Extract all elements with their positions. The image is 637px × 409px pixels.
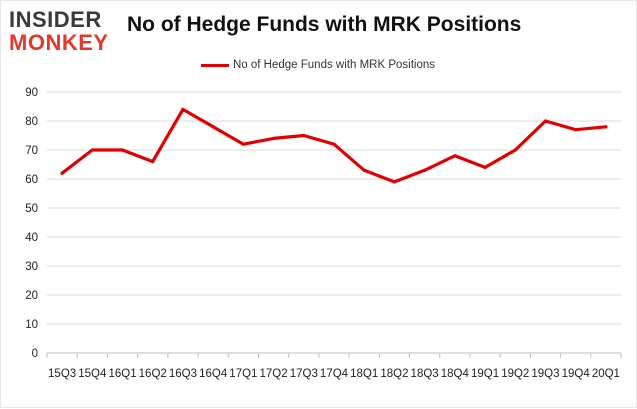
data-point: [271, 136, 276, 140]
x-tick-label: 16Q1: [108, 368, 136, 380]
x-tick-label: 16Q3: [169, 368, 197, 380]
data-point: [604, 125, 608, 129]
data-point: [483, 165, 487, 169]
y-tick-label: 0: [32, 348, 38, 360]
x-tick-label: 16Q2: [139, 368, 167, 380]
chart-title: No of Hedge Funds with MRK Positions: [127, 13, 522, 36]
data-point: [513, 148, 517, 152]
x-tick-label: 20Q1: [592, 368, 620, 380]
logo-text-top: INSIDER: [9, 7, 102, 32]
y-tick-label: 30: [25, 261, 38, 273]
x-tick-label: 17Q1: [229, 368, 257, 380]
legend-swatch: [201, 63, 229, 67]
x-tick-label: 18Q4: [441, 368, 470, 380]
x-tick-label: 18Q1: [350, 368, 378, 380]
y-tick-label: 40: [25, 232, 38, 244]
x-tick-label: 15Q4: [78, 368, 107, 380]
x-tick-label: 19Q1: [471, 368, 499, 380]
x-tick-label: 18Q3: [411, 368, 439, 380]
x-tick-label: 17Q2: [260, 368, 288, 380]
x-tick-label: 18Q2: [380, 368, 408, 380]
y-tick-label: 90: [25, 87, 38, 99]
y-tick-label: 50: [25, 203, 38, 215]
y-tick-label: 60: [25, 174, 38, 186]
chart-legend: No of Hedge Funds with MRK Positions: [201, 57, 435, 73]
data-point: [362, 168, 366, 172]
legend-label: No of Hedge Funds with MRK Positions: [233, 59, 435, 71]
data-point: [181, 107, 185, 111]
data-point: [90, 148, 94, 152]
data-point: [151, 160, 155, 164]
x-tick-label: 16Q4: [199, 368, 228, 380]
logo-text-bottom: MONKEY: [9, 30, 109, 55]
data-point: [60, 171, 64, 175]
insider-monkey-logo: INSIDER MONKEY: [9, 7, 121, 55]
y-tick-label: 70: [25, 145, 38, 157]
data-point: [392, 180, 397, 184]
data-point: [241, 142, 245, 146]
x-tick-label: 15Q3: [48, 368, 76, 380]
data-point: [332, 142, 336, 146]
data-point: [211, 125, 215, 129]
y-tick-label: 80: [25, 116, 38, 128]
data-point: [543, 119, 548, 123]
x-tick-label: 19Q4: [562, 368, 591, 380]
data-point: [302, 133, 306, 138]
data-point: [120, 148, 125, 152]
y-tick-label: 10: [25, 319, 38, 331]
x-tick-label: 17Q4: [320, 368, 349, 380]
data-point: [574, 128, 578, 132]
x-tick-label: 19Q2: [501, 368, 529, 380]
x-tick-label: 17Q3: [290, 368, 318, 380]
y-tick-label: 20: [25, 290, 38, 302]
x-tick-label: 19Q3: [531, 368, 559, 380]
data-point: [423, 168, 427, 172]
data-point: [453, 154, 457, 158]
